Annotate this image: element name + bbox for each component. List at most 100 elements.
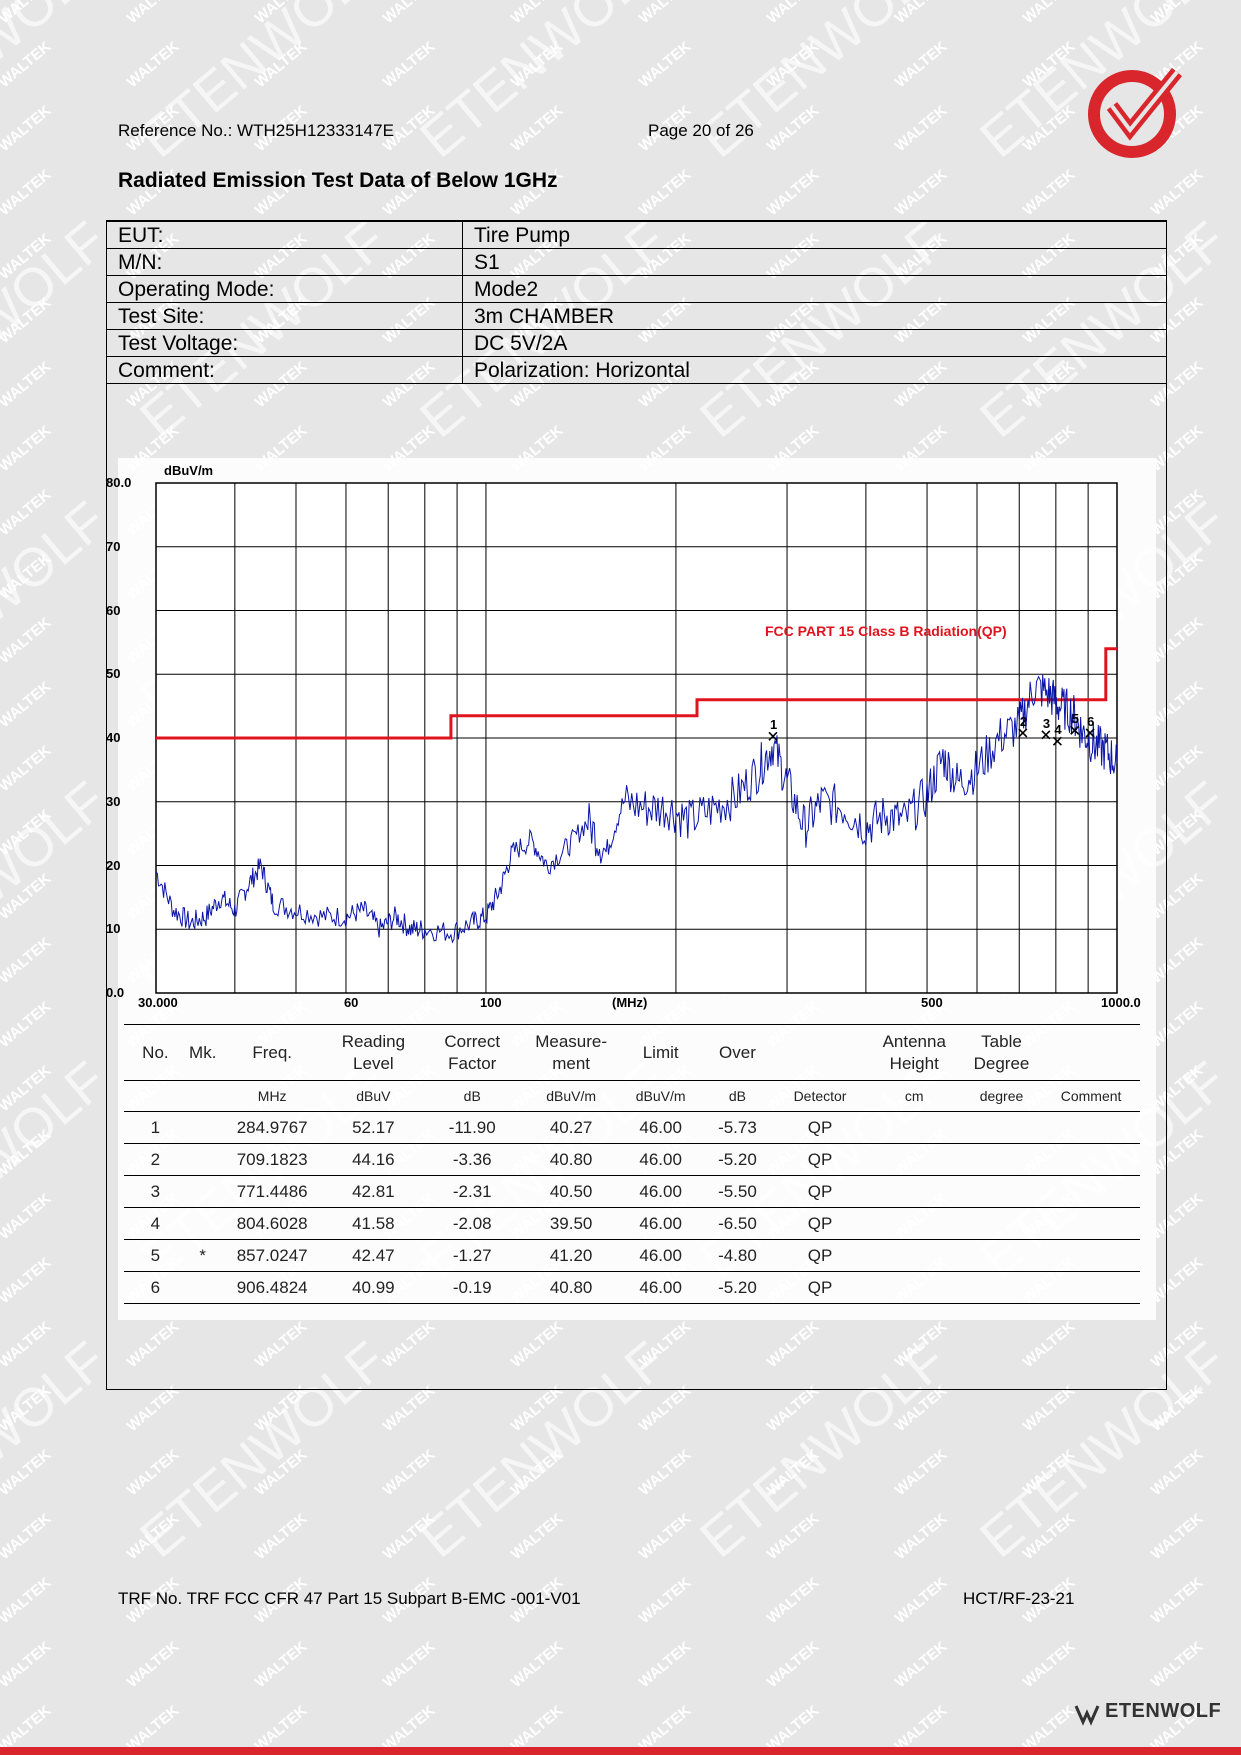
results-header-cell: Table Degree bbox=[960, 1024, 1043, 1081]
info-value: S1 bbox=[462, 248, 1167, 276]
watermark-small-text: WALTEK bbox=[0, 806, 54, 859]
watermark-small-text: WALTEK bbox=[0, 1638, 54, 1691]
results-cell bbox=[867, 1271, 961, 1304]
watermark-large-text: ETENWOLF bbox=[0, 490, 118, 729]
watermark-small-text: WALTEK bbox=[124, 1446, 183, 1499]
results-header-cell: Measure-ment bbox=[523, 1024, 619, 1081]
watermark-small-text: WALTEK bbox=[764, 38, 823, 91]
footer-accent-bar bbox=[0, 1747, 1241, 1755]
results-cell: QP bbox=[772, 1239, 868, 1272]
watermark-small-text: WALTEK bbox=[380, 1446, 439, 1499]
results-units-row: MHz dBuV dB dBuV/m dBuV/m dB Detector cm degree C… bbox=[124, 1080, 1140, 1112]
watermark-large-text: ETENWOLF bbox=[0, 770, 118, 1009]
info-row-mn: M/N: S1 bbox=[106, 248, 1167, 276]
results-cell: 804.6028 bbox=[218, 1207, 326, 1240]
marker-cross bbox=[1085, 728, 1095, 738]
watermark-small-text: WALTEK bbox=[124, 38, 183, 91]
y-tick-label: 60 bbox=[106, 602, 121, 618]
results-cell: -2.31 bbox=[421, 1175, 524, 1208]
footer-code: HCT/RF-23-21 bbox=[963, 1589, 1075, 1608]
results-unit-cell: dBuV/m bbox=[523, 1080, 619, 1112]
watermark-small-text: WALTEK bbox=[0, 1446, 54, 1499]
y-tick-label: 30 bbox=[106, 793, 121, 809]
watermark-small-text: WALTEK bbox=[508, 1510, 567, 1563]
info-label: Comment: bbox=[106, 356, 463, 384]
watermark-small-text: WALTEK bbox=[0, 294, 54, 347]
results-header-cell: Antenna Height bbox=[867, 1024, 961, 1081]
results-header-cell: Mk. bbox=[186, 1024, 219, 1081]
watermark-small-text: WALTEK bbox=[0, 1382, 54, 1435]
footer-trf-number: TRF No. TRF FCC CFR 47 Part 15 Subpart B… bbox=[118, 1589, 581, 1608]
watermark-small-text: WALTEK bbox=[0, 678, 54, 731]
watermark-small-text: WALTEK bbox=[892, 38, 951, 91]
results-unit-cell: MHz bbox=[218, 1080, 326, 1112]
results-cell: -6.50 bbox=[702, 1207, 773, 1240]
results-cell: 40.27 bbox=[523, 1111, 619, 1144]
watermark-small-text: WALTEK bbox=[508, 1638, 567, 1691]
results-cell: -4.80 bbox=[702, 1239, 773, 1272]
info-value: Tire Pump bbox=[462, 221, 1167, 249]
y-tick-label: 40 bbox=[106, 730, 121, 745]
results-cell bbox=[1042, 1111, 1140, 1144]
watermark-small-text: WALTEK bbox=[508, 0, 567, 27]
results-header-cell: Freq. bbox=[218, 1024, 326, 1081]
results-cell: 906.4824 bbox=[218, 1271, 326, 1304]
watermark-small-text: WALTEK bbox=[0, 870, 54, 923]
watermark-small-text: WALTEK bbox=[508, 1446, 567, 1499]
watermark-small-text: WALTEK bbox=[892, 102, 951, 155]
results-unit-cell: Detector bbox=[772, 1080, 868, 1112]
watermark-small-text: WALTEK bbox=[1020, 166, 1079, 219]
watermark-small-text: WALTEK bbox=[636, 1574, 695, 1627]
page-number: Page 20 of 26 bbox=[648, 121, 754, 140]
watermark-large-text: ETENWOLF bbox=[689, 0, 957, 169]
watermark-small-text: WALTEK bbox=[0, 486, 54, 539]
watermark-large-text: ETENWOLF bbox=[0, 1330, 118, 1569]
watermark-small-text: WALTEK bbox=[380, 1510, 439, 1563]
reference-number: Reference No.: WTH25H12333147E bbox=[118, 121, 394, 140]
results-cell bbox=[960, 1271, 1043, 1304]
marker-label: 3 bbox=[1042, 715, 1051, 731]
x-tick-label: 500 bbox=[921, 995, 943, 1010]
watermark-small-text: WALTEK bbox=[0, 1190, 54, 1243]
results-cell: 284.9767 bbox=[218, 1111, 326, 1144]
results-cell: -5.73 bbox=[702, 1111, 773, 1144]
info-label: M/N: bbox=[106, 248, 463, 276]
watermark-small-text: WALTEK bbox=[0, 38, 54, 91]
limit-line bbox=[156, 647, 1117, 740]
results-unit-cell: dB bbox=[421, 1080, 524, 1112]
results-cell: -2.08 bbox=[421, 1207, 524, 1240]
results-cell: 42.47 bbox=[325, 1239, 422, 1272]
results-cell bbox=[960, 1143, 1043, 1176]
watermark-small-text: WALTEK bbox=[1148, 1510, 1207, 1563]
watermark-small-text: WALTEK bbox=[252, 1638, 311, 1691]
watermark-small-text: WALTEK bbox=[636, 1638, 695, 1691]
results-row: 5 * 857.0247 42.47 -1.27 41.20 46.00 -4.80 QP bbox=[124, 1239, 1140, 1272]
info-label: Test Site: bbox=[106, 302, 463, 330]
watermark-small-text: WALTEK bbox=[0, 1254, 54, 1307]
info-value: DC 5V/2A bbox=[462, 329, 1167, 357]
results-cell: 41.58 bbox=[325, 1207, 422, 1240]
watermark-small-text: WALTEK bbox=[0, 1062, 54, 1115]
results-header-cell: Correct Factor bbox=[421, 1024, 524, 1081]
watermark-small-text: WALTEK bbox=[636, 1510, 695, 1563]
data-frame bbox=[106, 220, 1167, 1390]
results-cell bbox=[186, 1175, 219, 1208]
results-cell: -5.20 bbox=[702, 1271, 773, 1304]
watermark-small-text: WALTEK bbox=[0, 422, 54, 475]
watermark-small-text: WALTEK bbox=[0, 1574, 54, 1627]
results-cell: -5.50 bbox=[702, 1175, 773, 1208]
watermark-small-text: WALTEK bbox=[508, 102, 567, 155]
y-tick-label: 10 bbox=[106, 921, 121, 937]
results-cell: * bbox=[186, 1239, 219, 1272]
results-unit-cell bbox=[124, 1080, 187, 1112]
results-header-cell bbox=[772, 1024, 868, 1081]
results-cell bbox=[1042, 1239, 1140, 1272]
y-tick-label: 80.0 bbox=[106, 475, 132, 490]
results-cell: 40.99 bbox=[325, 1271, 422, 1304]
watermark-small-text: WALTEK bbox=[252, 1510, 311, 1563]
watermark-small-text: WALTEK bbox=[764, 0, 823, 27]
marker-cross bbox=[1018, 728, 1028, 738]
results-cell: 46.00 bbox=[618, 1207, 703, 1240]
watermark-small-text: WALTEK bbox=[892, 1510, 951, 1563]
